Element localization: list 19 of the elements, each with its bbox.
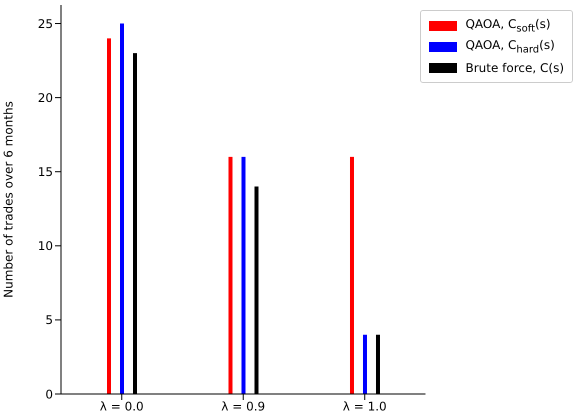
bar <box>362 334 367 394</box>
bar <box>350 156 354 394</box>
y-tick-label: 20 <box>38 90 53 105</box>
y-tick-label: 15 <box>38 164 53 179</box>
y-tick-label: 10 <box>38 239 53 254</box>
bar <box>241 156 246 394</box>
legend-label: QAOA, C$_{hard}$(s) <box>465 38 555 56</box>
bar <box>120 24 124 394</box>
y-tick-label: 0 <box>45 387 53 402</box>
bar <box>228 156 232 394</box>
x-tick-label: λ = 0.0 <box>100 400 144 414</box>
legend-label: Brute force, C(s) <box>465 60 564 74</box>
x-tick-label: λ = 1.0 <box>342 400 387 414</box>
y-axis-title: Number of trades over 6 months <box>1 101 16 298</box>
y-tick-label: 25 <box>38 16 53 31</box>
x-tick-label: λ = 0.9 <box>221 400 266 414</box>
bar <box>107 38 111 394</box>
y-tick-label: 5 <box>45 313 53 328</box>
legend-label: QAOA, C$_{soft}$(s) <box>465 16 551 34</box>
